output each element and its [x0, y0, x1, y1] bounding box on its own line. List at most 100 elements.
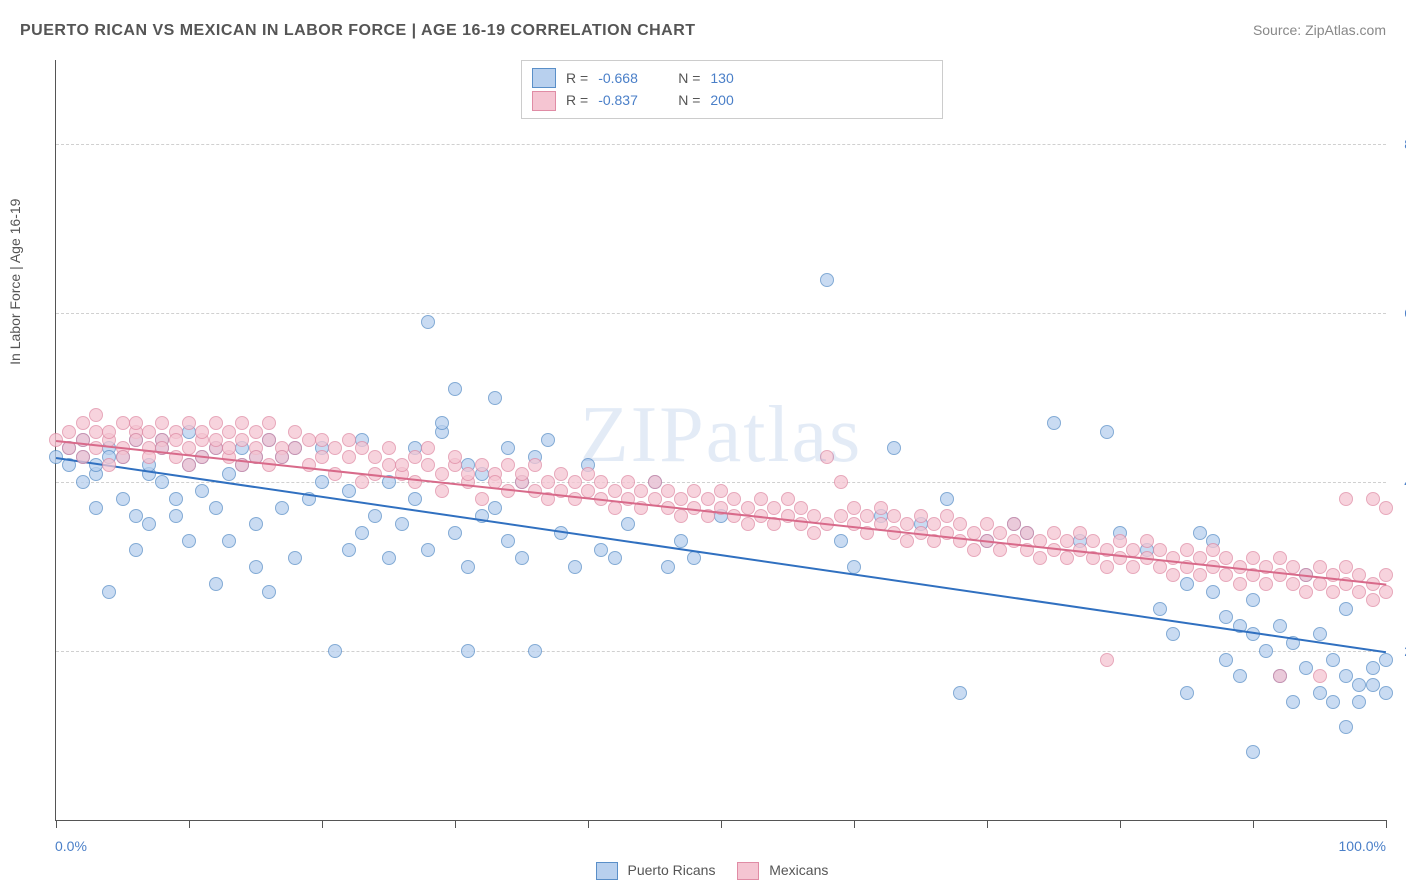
- swatch-mexicans: [532, 91, 556, 111]
- scatter-point: [927, 517, 941, 531]
- scatter-point: [302, 458, 316, 472]
- correlation-legend: R = -0.668 N = 130 R = -0.837 N = 200: [521, 60, 943, 119]
- x-tick: [854, 820, 855, 828]
- scatter-point: [1339, 720, 1353, 734]
- scatter-point: [421, 315, 435, 329]
- scatter-point: [501, 458, 515, 472]
- scatter-point: [1126, 560, 1140, 574]
- scatter-point: [794, 501, 808, 515]
- scatter-point: [1100, 653, 1114, 667]
- scatter-point: [727, 509, 741, 523]
- scatter-point: [820, 450, 834, 464]
- scatter-point: [515, 467, 529, 481]
- scatter-point: [1273, 551, 1287, 565]
- scatter-point: [275, 450, 289, 464]
- scatter-point: [834, 509, 848, 523]
- chart-title: PUERTO RICAN VS MEXICAN IN LABOR FORCE |…: [20, 22, 696, 40]
- scatter-point: [608, 551, 622, 565]
- scatter-point: [195, 484, 209, 498]
- scatter-point: [461, 560, 475, 574]
- scatter-point: [435, 416, 449, 430]
- scatter-point: [1033, 551, 1047, 565]
- scatter-point: [89, 501, 103, 515]
- scatter-point: [1206, 543, 1220, 557]
- scatter-point: [1233, 577, 1247, 591]
- scatter-point: [1073, 526, 1087, 540]
- scatter-point: [754, 492, 768, 506]
- scatter-point: [129, 543, 143, 557]
- scatter-point: [1299, 585, 1313, 599]
- scatter-point: [488, 501, 502, 515]
- scatter-point: [1313, 560, 1327, 574]
- series-legend: Puerto Ricans Mexicans: [0, 862, 1406, 880]
- scatter-point: [382, 551, 396, 565]
- scatter-point: [102, 425, 116, 439]
- scatter-point: [1219, 610, 1233, 624]
- scatter-point: [860, 509, 874, 523]
- scatter-point: [1379, 653, 1393, 667]
- scatter-point: [687, 484, 701, 498]
- scatter-point: [887, 509, 901, 523]
- scatter-point: [382, 441, 396, 455]
- scatter-point: [1086, 534, 1100, 548]
- scatter-point: [1219, 568, 1233, 582]
- scatter-point: [249, 560, 263, 574]
- scatter-point: [1100, 560, 1114, 574]
- scatter-point: [288, 425, 302, 439]
- scatter-point: [1379, 568, 1393, 582]
- scatter-point: [169, 433, 183, 447]
- scatter-point: [1047, 416, 1061, 430]
- scatter-point: [209, 501, 223, 515]
- scatter-point: [209, 416, 223, 430]
- legend-row-puerto-ricans: R = -0.668 N = 130: [532, 67, 932, 89]
- scatter-point: [195, 425, 209, 439]
- scatter-point: [1286, 560, 1300, 574]
- scatter-point: [1140, 534, 1154, 548]
- scatter-point: [129, 433, 143, 447]
- scatter-point: [328, 441, 342, 455]
- scatter-point: [1166, 627, 1180, 641]
- x-tick: [721, 820, 722, 828]
- r-label: R =: [566, 67, 588, 89]
- scatter-point: [541, 433, 555, 447]
- scatter-point: [1166, 568, 1180, 582]
- series-label-mexicans: Mexicans: [769, 862, 828, 878]
- legend-row-mexicans: R = -0.837 N = 200: [532, 89, 932, 111]
- scatter-point: [382, 458, 396, 472]
- scatter-point: [953, 517, 967, 531]
- x-axis-min-label: 0.0%: [55, 838, 87, 854]
- scatter-point: [448, 526, 462, 540]
- scatter-point: [568, 492, 582, 506]
- scatter-point: [1126, 543, 1140, 557]
- scatter-point: [1180, 686, 1194, 700]
- source-link[interactable]: ZipAtlas.com: [1305, 22, 1386, 38]
- y-tick-label: 20.0%: [1394, 643, 1406, 659]
- scatter-point: [129, 509, 143, 523]
- scatter-point: [741, 517, 755, 531]
- scatter-point: [408, 492, 422, 506]
- x-tick: [189, 820, 190, 828]
- scatter-point: [1100, 425, 1114, 439]
- scatter-point: [554, 467, 568, 481]
- scatter-point: [355, 526, 369, 540]
- scatter-point: [328, 644, 342, 658]
- scatter-point: [501, 441, 515, 455]
- scatter-point: [847, 517, 861, 531]
- scatter-plot-area: ZIPatlas R = -0.668 N = 130 R = -0.837 N…: [55, 60, 1386, 821]
- scatter-point: [1339, 669, 1353, 683]
- x-tick: [588, 820, 589, 828]
- source-attribution: Source: ZipAtlas.com: [1253, 22, 1386, 38]
- scatter-point: [1047, 526, 1061, 540]
- scatter-point: [781, 492, 795, 506]
- scatter-point: [76, 416, 90, 430]
- scatter-point: [1007, 517, 1021, 531]
- scatter-point: [315, 450, 329, 464]
- swatch-puerto-ricans-bottom: [596, 862, 618, 880]
- series-label-puerto-ricans: Puerto Ricans: [628, 862, 716, 878]
- scatter-point: [275, 501, 289, 515]
- scatter-point: [169, 492, 183, 506]
- scatter-point: [1352, 585, 1366, 599]
- scatter-point: [1379, 686, 1393, 700]
- scatter-point: [368, 509, 382, 523]
- scatter-point: [940, 492, 954, 506]
